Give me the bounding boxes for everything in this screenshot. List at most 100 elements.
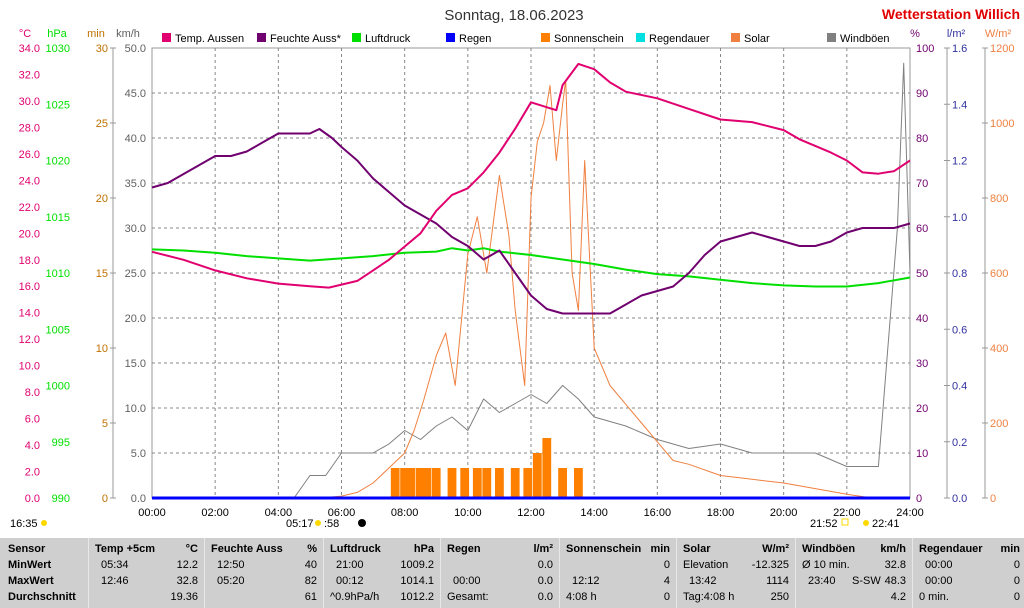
sunrise-time: 05:17 bbox=[286, 518, 314, 530]
temp-tick-label: 26.0 bbox=[19, 149, 40, 161]
legend-label: Sonnenschein bbox=[554, 33, 624, 45]
rain-duration-column: Regendauer min 00:00 0 00:00 0 0 min. 0 bbox=[913, 538, 1024, 608]
pressure-max: 1014.1 bbox=[400, 575, 434, 587]
solar-tick-label: 600 bbox=[990, 268, 1008, 280]
sunshine-bar bbox=[495, 468, 504, 498]
wind-tick-label: 30.0 bbox=[125, 223, 146, 235]
chart-grid bbox=[151, 47, 911, 499]
rain-duration-text-3: 0 min. bbox=[919, 591, 949, 603]
pressure-tick-label: 1005 bbox=[46, 324, 70, 336]
legend-swatch bbox=[257, 33, 266, 42]
moon-icon bbox=[358, 519, 366, 527]
sunshine-column: Sonnenschein min 0 12:12 4 4:08 h 0 bbox=[560, 538, 676, 608]
legend-swatch bbox=[352, 33, 361, 42]
sunshine-bar bbox=[390, 468, 400, 498]
rain-tick-label: 0.4 bbox=[952, 381, 967, 393]
solar-header: Solar bbox=[683, 543, 711, 555]
humidity-max-time: 05:20 bbox=[217, 575, 245, 587]
chart-marks bbox=[151, 62, 911, 500]
sunshine-total-time: 4:08 h bbox=[566, 591, 597, 603]
x-tick-label: 00:00 bbox=[138, 507, 166, 519]
temp-max: 32.8 bbox=[176, 575, 198, 587]
wind-tick-label: 40.0 bbox=[125, 133, 146, 145]
temp-tick-label: 16.0 bbox=[19, 281, 40, 293]
gusts-max: 48.3 bbox=[884, 575, 906, 587]
chart-axes: 00:00 02:00 04:00 06:00 08:00 10:00 12:00 14:00… bbox=[19, 43, 1015, 519]
temp-tick-label: 22.0 bbox=[19, 202, 40, 214]
wind-tick-label: 5.0 bbox=[131, 448, 146, 460]
temp-tick-label: 8.0 bbox=[25, 387, 40, 399]
rain-time-2: 00:00 bbox=[453, 575, 481, 587]
temp-tick-label: 24.0 bbox=[19, 175, 40, 187]
sunshine-bar bbox=[558, 468, 567, 498]
axis-units: °C hPa min km/h% l/m² W/m² bbox=[19, 28, 1012, 40]
sunshine-header: Sonnenschein bbox=[566, 543, 642, 555]
legend-swatch bbox=[446, 33, 455, 42]
pressure-tick-label: 1020 bbox=[46, 156, 70, 168]
rain-val-2: 0.0 bbox=[537, 575, 553, 587]
x-tick-label: 10:00 bbox=[454, 507, 482, 519]
unit-label-left: km/h bbox=[116, 28, 140, 40]
x-tick-label: 16:00 bbox=[644, 507, 672, 519]
wind-tick-label: 10.0 bbox=[125, 403, 146, 415]
sunrise-icon bbox=[315, 520, 321, 526]
temp-tick-label: 30.0 bbox=[19, 96, 40, 108]
humidity-tick-label: 60 bbox=[916, 223, 928, 235]
humidity-tick-label: 30 bbox=[916, 358, 928, 370]
sunshine-bar bbox=[482, 468, 492, 498]
sunshine-val-2: 4 bbox=[663, 575, 670, 587]
sunshine-unit: min bbox=[650, 543, 670, 555]
sunshine-bar bbox=[523, 468, 533, 498]
rain-tick-label: 1.6 bbox=[952, 43, 967, 55]
humidity-column: Feuchte Auss% 12:50 40 05:20 82 61 bbox=[205, 538, 323, 608]
solar-elev-label: Elevation bbox=[683, 559, 729, 571]
rain-tick-label: 0.0 bbox=[952, 493, 967, 505]
sunshine-tick-label: 5 bbox=[102, 418, 108, 430]
rain-duration-unit: min bbox=[1000, 543, 1020, 555]
solar-elev: -12.325 bbox=[751, 559, 789, 571]
humidity-min: 40 bbox=[304, 559, 317, 571]
temp-tick-label: 20.0 bbox=[19, 228, 40, 240]
humidity-tick-label: 0 bbox=[916, 493, 922, 505]
solar-tick-label: 800 bbox=[990, 193, 1008, 205]
sunshine-bar bbox=[406, 468, 416, 498]
temp-tick-label: 32.0 bbox=[19, 69, 40, 81]
solar-tick-label: 0 bbox=[990, 493, 996, 505]
pressure-header: Luftdruck bbox=[330, 543, 381, 555]
x-tick-label: 08:00 bbox=[391, 507, 419, 519]
temp-tick-label: 10.0 bbox=[19, 361, 40, 373]
humidity-tick-label: 40 bbox=[916, 313, 928, 325]
temp-max-time: 12:46 bbox=[101, 575, 129, 587]
pressure-tick-label: 990 bbox=[52, 493, 70, 505]
temp-tick-label: 6.0 bbox=[25, 414, 40, 426]
humidity-tick-label: 100 bbox=[916, 43, 934, 55]
unit-label-left: min bbox=[87, 28, 105, 40]
unit-label-right: W/m² bbox=[985, 28, 1012, 40]
unit-label-left: °C bbox=[19, 28, 31, 40]
solar-avg: 250 bbox=[770, 591, 789, 603]
solar-unit: W/m² bbox=[762, 543, 789, 555]
temp-line bbox=[151, 62, 911, 289]
humidity-tick-label: 50 bbox=[916, 268, 928, 280]
solar-max-time: 13:42 bbox=[689, 575, 717, 587]
gusts-column: Windböen km/h Ø 10 min. 32.8 23:40 S-SW 48.3… bbox=[796, 538, 912, 608]
pressure-column: Luftdruck hPa 21:00 1009.2 00:12 1014.1 ^0.… bbox=[324, 538, 440, 608]
rain-duration-time-2: 00:00 bbox=[925, 575, 953, 587]
sunshine-val-1: 0 bbox=[663, 559, 670, 571]
sunshine-bar bbox=[472, 468, 482, 498]
rain-duration-val-3: 0 bbox=[1013, 591, 1020, 603]
legend-label: Solar bbox=[744, 33, 770, 45]
temp-column: Temp +5cm °C 05:34 12.2 12:46 32.8 19.36 bbox=[89, 538, 204, 608]
rain-total-label: Gesamt: bbox=[447, 591, 489, 603]
temp-tick-label: 2.0 bbox=[25, 467, 40, 479]
pressure-avg: 1012.2 bbox=[400, 591, 434, 603]
temp-tick-label: 34.0 bbox=[19, 43, 40, 55]
humidity-max: 82 bbox=[304, 575, 317, 587]
sunshine-total: 0 bbox=[663, 591, 670, 603]
rain-val-1: 0.0 bbox=[537, 559, 553, 571]
row-label-max: MaxWert bbox=[8, 575, 54, 587]
wind-tick-label: 50.0 bbox=[125, 43, 146, 55]
rain-tick-label: 1.0 bbox=[952, 212, 967, 224]
station-name: Wetterstation Willich bbox=[882, 6, 1020, 22]
x-tick-label: 12:00 bbox=[517, 507, 545, 519]
